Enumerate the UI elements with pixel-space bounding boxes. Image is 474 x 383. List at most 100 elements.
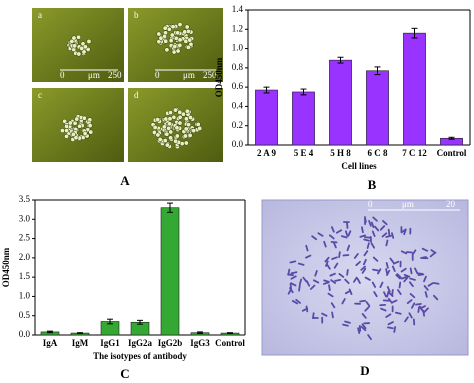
y-tick-label: 0.6	[232, 81, 244, 91]
chromosome	[421, 247, 429, 252]
chromosome	[386, 326, 394, 330]
chromosome	[298, 284, 301, 292]
cell	[175, 48, 181, 54]
chromosome	[321, 312, 328, 317]
y-tick-label: 1.0	[232, 43, 244, 53]
scale-text: 0	[60, 70, 65, 80]
chromosome	[409, 267, 413, 275]
chromosome	[373, 291, 378, 298]
chromosome	[331, 311, 334, 319]
chromosome	[326, 263, 331, 270]
x-axis-label: Cell lines	[341, 161, 377, 171]
cell	[76, 51, 82, 57]
chromosome	[366, 242, 370, 249]
chromosome	[383, 291, 388, 298]
chromosome	[423, 275, 427, 283]
chromosome	[364, 216, 367, 223]
chromosome	[377, 268, 382, 275]
chromosome	[353, 276, 358, 283]
cell	[162, 25, 168, 31]
error-bar	[47, 330, 53, 334]
chromosome	[387, 228, 391, 236]
chromosome	[359, 299, 366, 303]
chromosome	[394, 311, 402, 315]
chromosome	[380, 307, 387, 312]
chromosome	[287, 288, 292, 295]
scale-text: 0	[368, 199, 373, 209]
chromosome	[411, 249, 417, 256]
chromosome	[427, 282, 434, 287]
cell	[188, 115, 193, 120]
y-tick-label: 0.8	[232, 62, 244, 72]
cell	[182, 133, 188, 139]
chromosome	[295, 298, 301, 304]
chromosome	[317, 232, 324, 237]
cell	[70, 131, 76, 137]
chromosome	[415, 303, 422, 306]
x-axis-label: The isotypes of antibody	[93, 351, 187, 361]
chromosome	[387, 297, 393, 304]
cell	[172, 44, 178, 50]
error-bar	[77, 332, 83, 334]
chromosome	[361, 313, 367, 319]
bar	[403, 32, 426, 146]
chromosome	[392, 260, 400, 265]
chromosome	[401, 276, 408, 280]
chromosome	[397, 289, 402, 295]
y-tick-label: 1.4	[232, 4, 244, 14]
y-tick-label: 0.0	[19, 329, 31, 339]
chromosome	[400, 267, 407, 273]
chromosome	[290, 275, 297, 280]
chromosome	[370, 221, 375, 229]
cell	[175, 30, 181, 36]
chromosome	[297, 262, 305, 266]
error-bar	[263, 86, 270, 94]
x-tick-label: IgM	[72, 338, 89, 348]
chromosome	[419, 305, 426, 310]
cell	[167, 116, 173, 122]
cell	[59, 128, 65, 134]
chromosome	[344, 320, 351, 324]
chromosome	[368, 220, 372, 227]
scale-text: μm	[88, 70, 100, 80]
cell	[161, 124, 167, 130]
chromosome	[382, 220, 388, 226]
chromosome	[379, 225, 386, 231]
cell	[183, 126, 189, 132]
chromosome	[314, 270, 318, 277]
chromosome	[385, 313, 392, 318]
cell	[87, 123, 93, 129]
scale-text: 0	[155, 70, 160, 80]
cell	[174, 125, 180, 131]
chromosome	[330, 279, 337, 284]
y-axis-label: OD450nm	[214, 57, 224, 97]
chromosome	[287, 268, 291, 276]
chromosome	[404, 316, 409, 323]
chromosome	[370, 242, 376, 249]
cell	[82, 131, 88, 137]
chromosome	[386, 286, 391, 293]
cell	[177, 114, 183, 120]
cell	[184, 24, 190, 30]
cell	[187, 132, 193, 138]
cell	[64, 128, 69, 134]
chromosome	[391, 232, 395, 239]
scale-text: 250	[203, 70, 217, 80]
error-bar	[374, 66, 381, 76]
bar	[255, 89, 278, 146]
cell	[168, 38, 174, 44]
chromosome	[385, 239, 389, 247]
chromosome	[346, 268, 349, 276]
cell	[164, 142, 170, 148]
bar	[160, 207, 180, 336]
chromosome	[391, 265, 396, 272]
error-bar	[167, 202, 173, 213]
cell	[169, 32, 175, 38]
chromosome	[429, 252, 436, 258]
chromosome	[432, 294, 439, 301]
micrograph-label: a	[38, 10, 42, 20]
chromosome	[338, 273, 345, 278]
chromosome	[361, 267, 367, 274]
cell	[173, 107, 178, 113]
scale-text: 250	[108, 70, 122, 80]
